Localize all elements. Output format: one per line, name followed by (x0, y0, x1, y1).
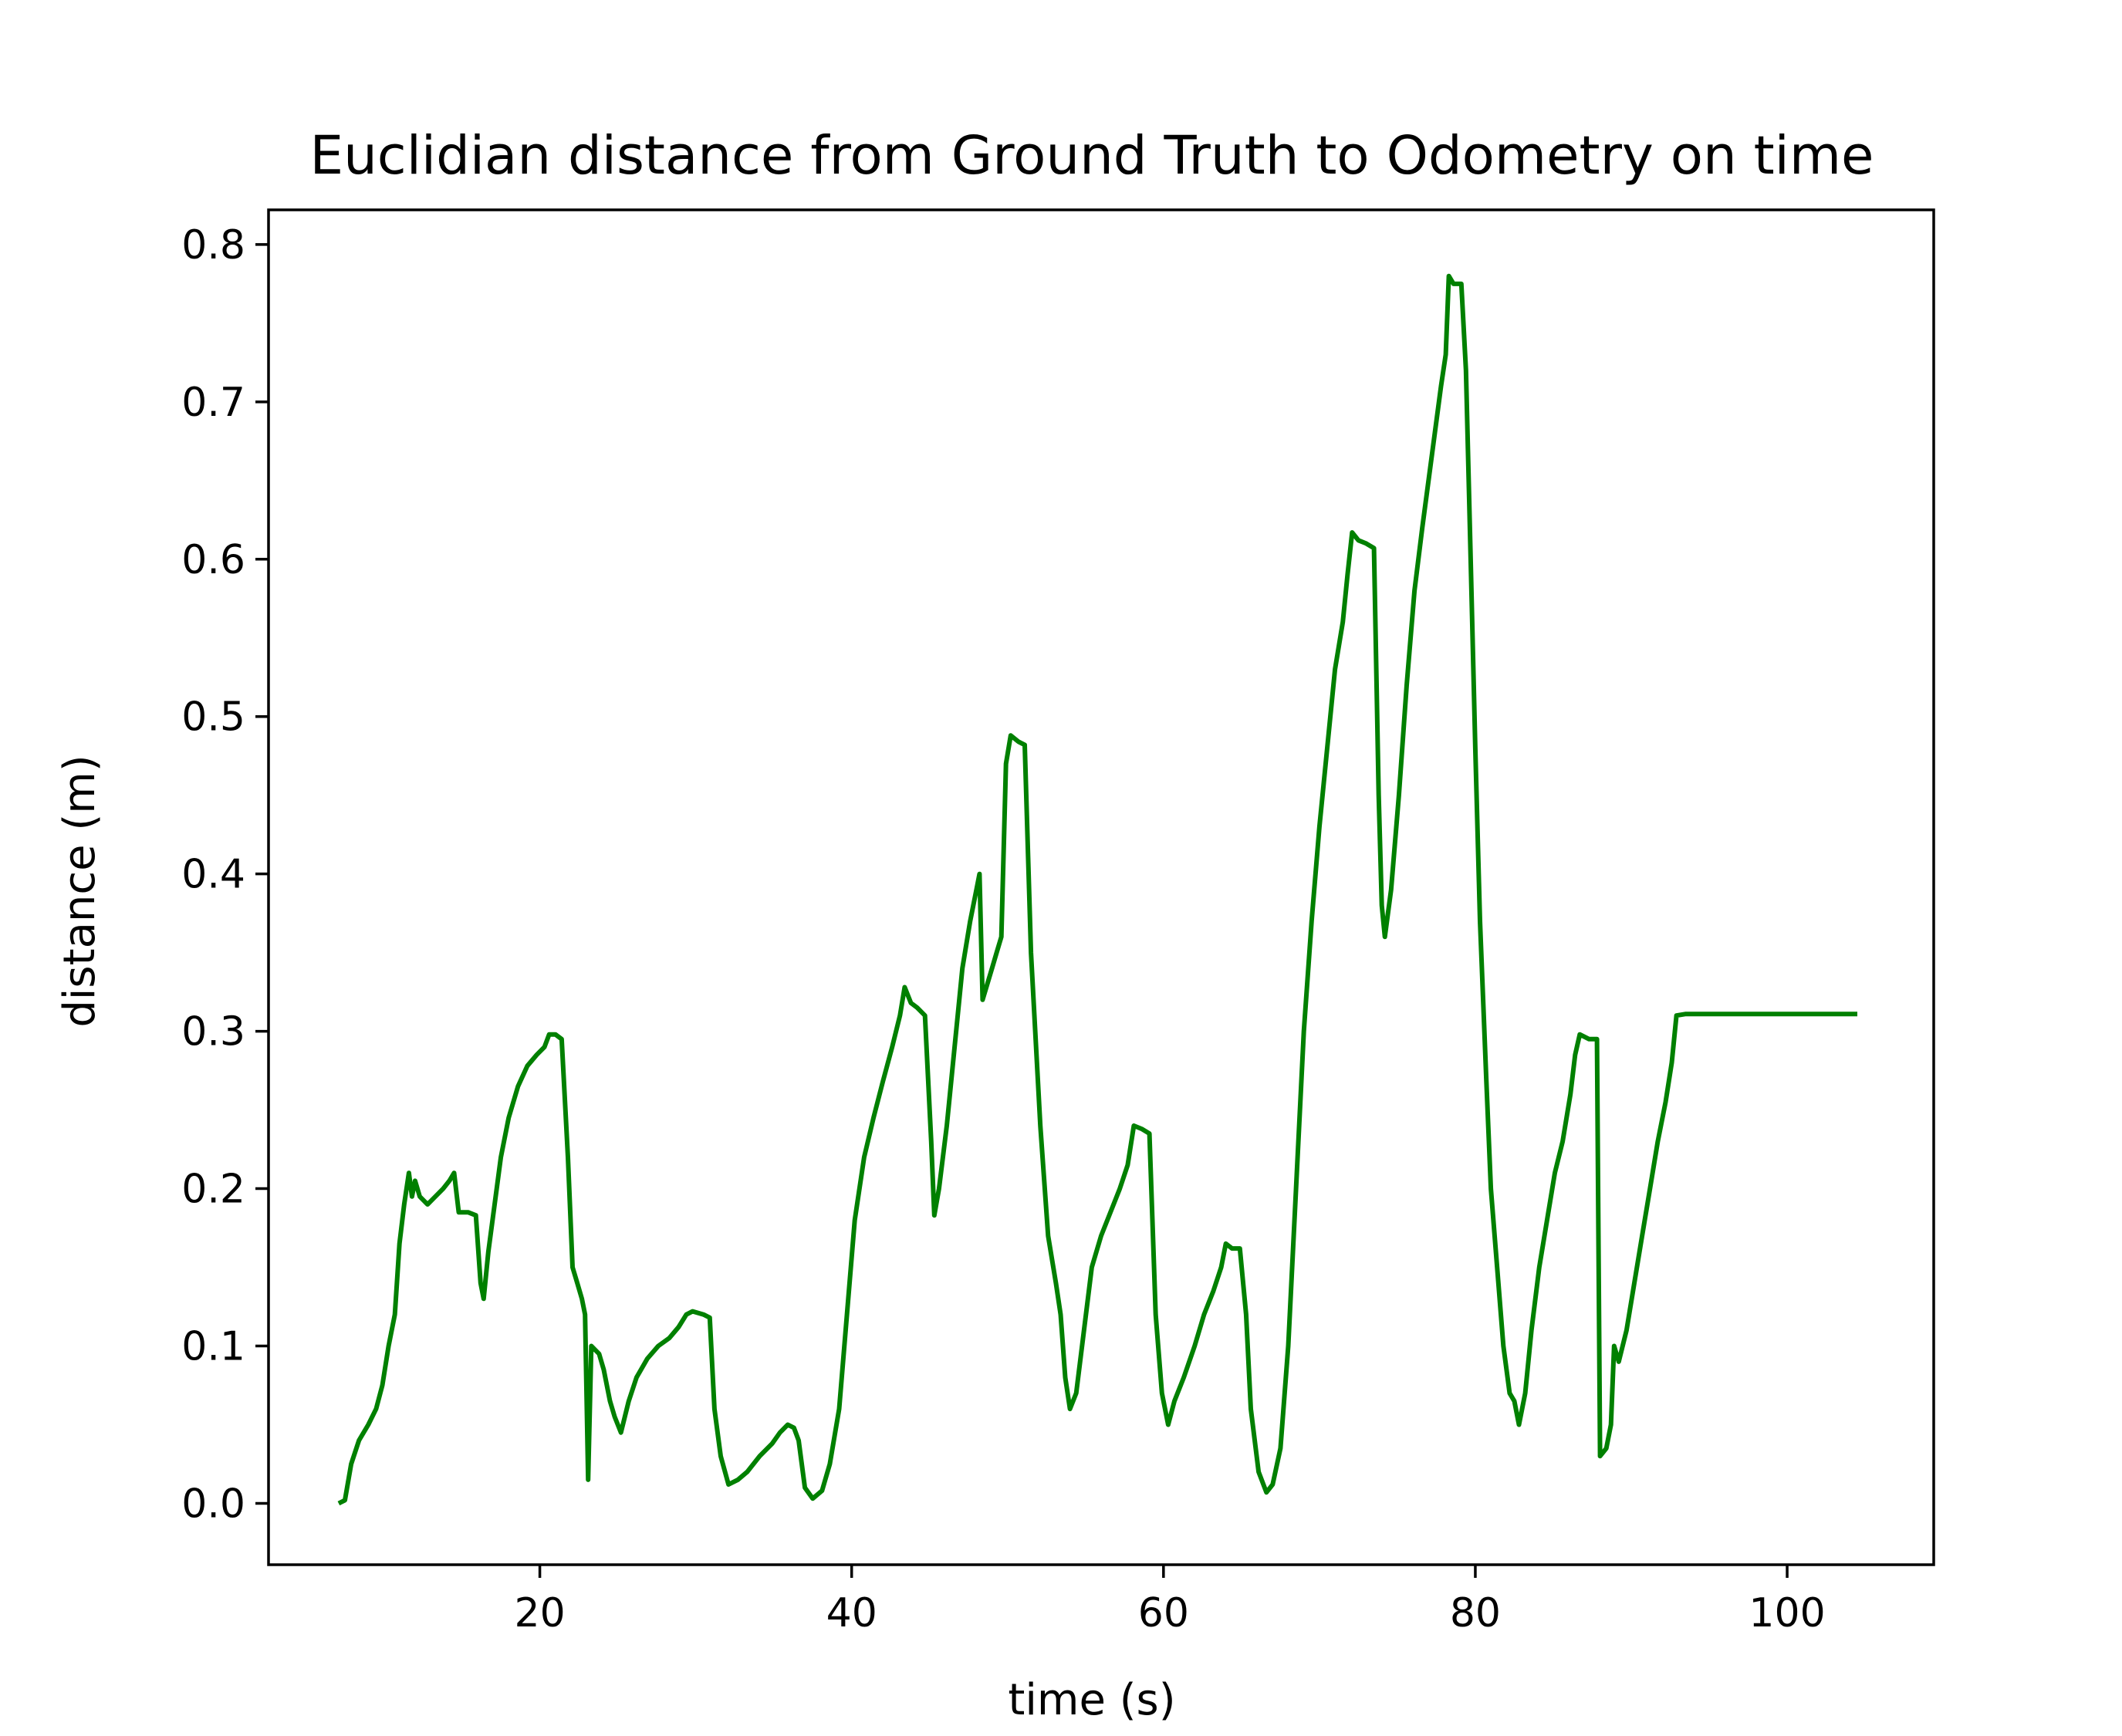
x-axis-label: time (s) (1008, 1675, 1175, 1725)
y-tick-label: 0.5 (181, 694, 245, 741)
x-tick-label: 40 (826, 1590, 877, 1636)
plot-frame (267, 208, 1935, 1566)
x-axis: 20 40 60 80 100 (514, 1565, 1826, 1636)
x-tick-label: 100 (1749, 1590, 1825, 1636)
y-tick-label: 0.1 (181, 1324, 245, 1370)
y-tick-label: 0.6 (181, 537, 245, 583)
series-line (337, 273, 1857, 1506)
series-layer (337, 273, 1857, 1506)
y-tick-label: 0.3 (181, 1009, 245, 1055)
x-tick-label: 20 (514, 1590, 565, 1636)
y-tick-label: 0.0 (181, 1481, 245, 1527)
y-tick-label: 0.8 (181, 222, 245, 269)
x-tick-label: 60 (1138, 1590, 1189, 1636)
y-axis-label: distance (m) (55, 755, 105, 1027)
plot-area (267, 208, 1935, 1566)
y-axis: 0.0 0.1 0.2 0.3 0.4 0.5 0.6 0.7 0.8 (181, 222, 269, 1527)
y-tick-label: 0.2 (181, 1167, 245, 1213)
x-tick-label: 80 (1450, 1590, 1501, 1636)
y-tick-label: 0.7 (181, 380, 245, 426)
y-tick-label: 0.4 (181, 852, 245, 898)
chart-title: Euclidian distance from Ground Truth to … (309, 125, 1874, 187)
